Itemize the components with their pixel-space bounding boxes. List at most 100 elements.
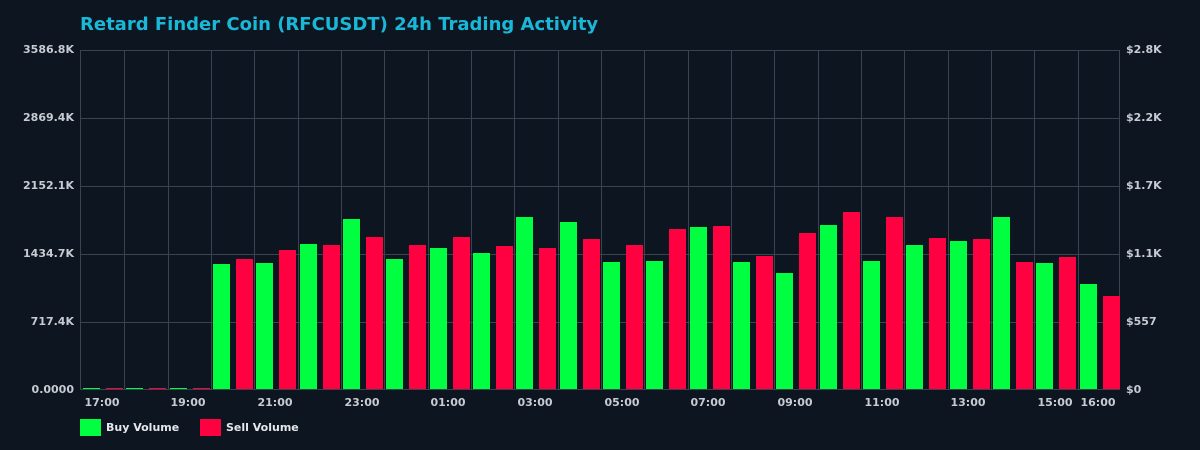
buy-bar[interactable]	[646, 261, 663, 389]
sell-bar[interactable]	[583, 239, 600, 389]
v-gridline	[948, 50, 949, 389]
h-gridline	[81, 50, 1119, 51]
sell-swatch-icon	[200, 419, 221, 436]
buy-swatch-icon	[80, 419, 101, 436]
sell-bar[interactable]	[1016, 262, 1033, 389]
legend-item-sell[interactable]: Sell Volume	[200, 419, 299, 436]
sell-bar[interactable]	[106, 388, 123, 389]
sell-bar[interactable]	[279, 250, 296, 389]
sell-bar[interactable]	[756, 256, 773, 389]
plot-area	[80, 50, 1120, 390]
y-tick-right: $557	[1126, 315, 1157, 328]
v-gridline	[211, 50, 212, 389]
buy-bar[interactable]	[213, 264, 230, 389]
buy-bar[interactable]	[603, 262, 620, 389]
h-gridline	[81, 322, 1119, 323]
buy-bar[interactable]	[170, 388, 187, 389]
sell-bar[interactable]	[929, 238, 946, 389]
buy-bar[interactable]	[820, 225, 837, 389]
buy-bar[interactable]	[256, 263, 273, 389]
sell-bar[interactable]	[1059, 257, 1076, 389]
buy-bar[interactable]	[83, 388, 100, 389]
v-gridline	[428, 50, 429, 389]
x-tick: 03:00	[517, 396, 553, 409]
y-tick-right: $2.2K	[1126, 111, 1162, 124]
v-gridline	[861, 50, 862, 389]
legend-label-sell: Sell Volume	[226, 421, 299, 434]
v-gridline	[558, 50, 559, 389]
sell-bar[interactable]	[669, 229, 686, 389]
y-tick-right: $1.1K	[1126, 247, 1162, 260]
h-gridline	[81, 254, 1119, 255]
sell-bar[interactable]	[366, 237, 383, 389]
v-gridline	[341, 50, 342, 389]
buy-bar[interactable]	[950, 241, 967, 389]
x-tick: 11:00	[864, 396, 900, 409]
buy-bar[interactable]	[863, 261, 880, 389]
buy-bar[interactable]	[343, 219, 360, 389]
y-tick-left: 3586.8K	[23, 43, 74, 56]
sell-bar[interactable]	[193, 388, 210, 389]
buy-bar[interactable]	[1036, 263, 1053, 389]
x-tick: 05:00	[604, 396, 640, 409]
y-tick-left: 717.4K	[30, 315, 74, 328]
v-gridline	[731, 50, 732, 389]
buy-bar[interactable]	[993, 217, 1010, 389]
x-tick: 23:00	[344, 396, 380, 409]
sell-bar[interactable]	[539, 248, 556, 389]
v-gridline	[688, 50, 689, 389]
buy-bar[interactable]	[733, 262, 750, 389]
x-tick: 19:00	[170, 396, 206, 409]
buy-bar[interactable]	[473, 253, 490, 389]
y-tick-left: 2152.1K	[23, 179, 74, 192]
sell-bar[interactable]	[713, 226, 730, 389]
v-gridline	[644, 50, 645, 389]
h-gridline	[81, 118, 1119, 119]
y-tick-left: 0.0000	[31, 383, 74, 396]
v-gridline	[254, 50, 255, 389]
x-tick: 13:00	[950, 396, 986, 409]
sell-bar[interactable]	[149, 388, 166, 389]
v-gridline	[1078, 50, 1079, 389]
sell-bar[interactable]	[843, 212, 860, 389]
buy-bar[interactable]	[1080, 284, 1097, 389]
y-tick-left: 2869.4K	[23, 111, 74, 124]
sell-bar[interactable]	[799, 233, 816, 389]
sell-bar[interactable]	[626, 245, 643, 389]
v-gridline	[298, 50, 299, 389]
sell-bar[interactable]	[1103, 296, 1120, 389]
v-gridline	[601, 50, 602, 389]
v-gridline	[168, 50, 169, 389]
y-tick-right: $1.7K	[1126, 179, 1162, 192]
sell-bar[interactable]	[496, 246, 513, 389]
x-tick: 07:00	[690, 396, 726, 409]
v-gridline	[1034, 50, 1035, 389]
sell-bar[interactable]	[409, 245, 426, 389]
v-gridline	[904, 50, 905, 389]
sell-bar[interactable]	[453, 237, 470, 389]
buy-bar[interactable]	[776, 273, 793, 389]
sell-bar[interactable]	[973, 239, 990, 389]
v-gridline	[991, 50, 992, 389]
buy-bar[interactable]	[906, 245, 923, 389]
x-tick: 17:00	[84, 396, 120, 409]
y-tick-right: $0	[1126, 383, 1142, 396]
v-gridline	[818, 50, 819, 389]
buy-bar[interactable]	[560, 222, 577, 389]
sell-bar[interactable]	[236, 259, 253, 389]
buy-bar[interactable]	[690, 227, 707, 389]
sell-bar[interactable]	[886, 217, 903, 389]
h-gridline	[81, 186, 1119, 187]
chart-title: Retard Finder Coin (RFCUSDT) 24h Trading…	[80, 14, 599, 35]
buy-bar[interactable]	[386, 259, 403, 389]
buy-bar[interactable]	[300, 244, 317, 389]
legend-label-buy: Buy Volume	[106, 421, 180, 434]
buy-bar[interactable]	[516, 217, 533, 389]
buy-bar[interactable]	[126, 388, 143, 389]
y-tick-left: 1434.7K	[23, 247, 74, 260]
legend-item-buy[interactable]: Buy Volume	[80, 419, 179, 436]
sell-bar[interactable]	[323, 245, 340, 389]
x-tick: 16:00	[1080, 396, 1116, 409]
buy-bar[interactable]	[430, 248, 447, 389]
x-tick: 01:00	[430, 396, 466, 409]
